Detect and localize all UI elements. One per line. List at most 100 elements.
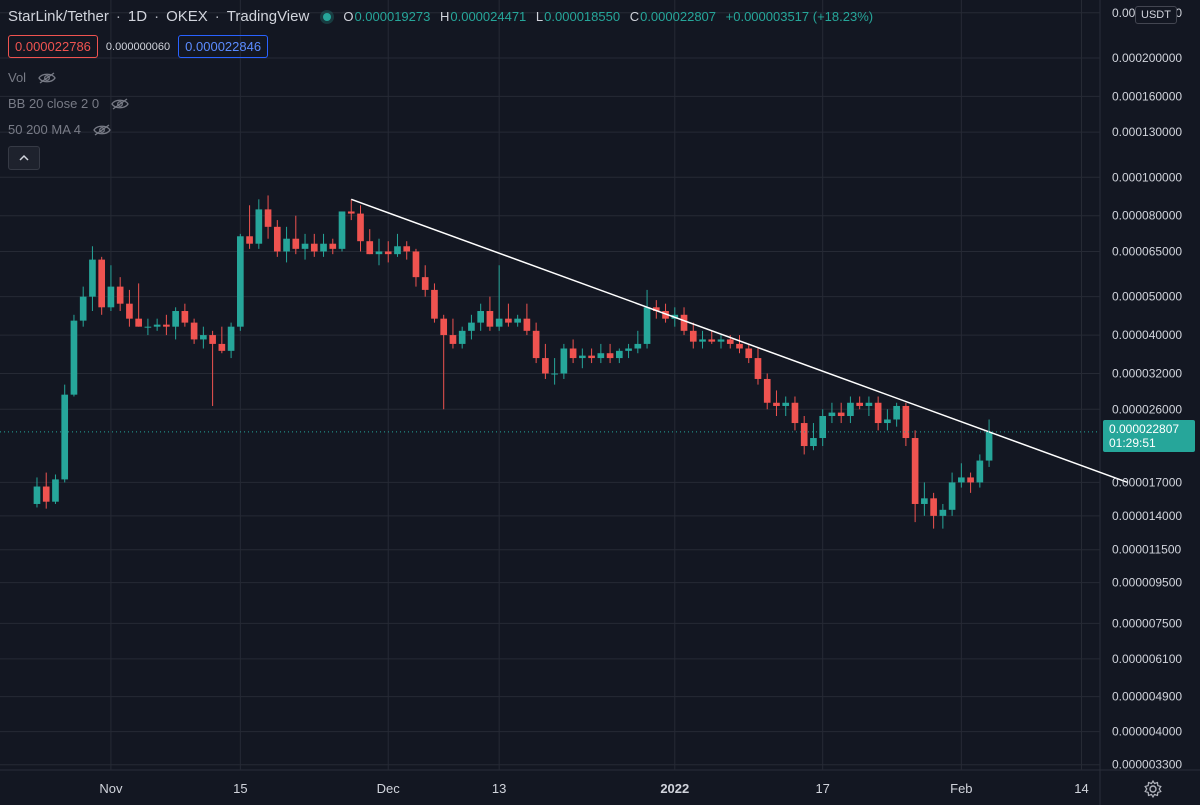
candle xyxy=(643,289,651,349)
candle xyxy=(689,322,697,349)
collapse-legend-button[interactable] xyxy=(8,146,40,170)
candle xyxy=(126,289,133,327)
candle-body xyxy=(967,477,974,483)
candle-body xyxy=(33,486,41,504)
candle-body xyxy=(495,318,503,327)
candle xyxy=(958,463,965,488)
candle-body xyxy=(847,402,854,417)
candle-body xyxy=(985,431,993,461)
candle xyxy=(542,343,549,379)
candle xyxy=(597,343,605,364)
candle-body xyxy=(449,335,457,344)
candle-body xyxy=(699,339,706,342)
buy-price-button[interactable]: 0.000022846 xyxy=(178,35,269,58)
time-tick-label: Feb xyxy=(950,781,972,796)
candle xyxy=(865,396,873,417)
time-tick-label: 15 xyxy=(233,781,247,796)
candle xyxy=(153,318,161,331)
candle-body xyxy=(865,402,873,406)
candle xyxy=(884,409,891,431)
candle xyxy=(292,215,300,255)
candle xyxy=(163,314,170,336)
eye-crossed-icon[interactable] xyxy=(93,123,111,136)
candle xyxy=(403,241,411,260)
symbol-name[interactable]: StarLink/Tether xyxy=(8,8,109,25)
indicator-ma[interactable]: 50 200 MA 4 xyxy=(8,122,111,137)
market-status-icon[interactable] xyxy=(323,12,332,21)
candle xyxy=(329,238,337,255)
candle-body xyxy=(431,289,438,319)
candle xyxy=(98,256,106,315)
indicator-vol[interactable]: Vol xyxy=(8,70,56,85)
candle xyxy=(246,205,253,249)
sell-price-button[interactable]: 0.000022786 xyxy=(8,35,98,58)
candle xyxy=(320,233,327,257)
last-price-label: 0.000022807 01:29:51 xyxy=(1103,420,1195,452)
currency-label[interactable]: USDT xyxy=(1135,6,1177,24)
candle-body xyxy=(357,213,364,242)
time-tick-label: Dec xyxy=(377,781,401,796)
indicator-label: Vol xyxy=(8,70,27,85)
candle-body xyxy=(458,330,466,344)
candle xyxy=(893,402,900,427)
candle-body xyxy=(532,330,540,359)
candle xyxy=(412,248,420,287)
candle xyxy=(579,348,586,369)
candle-body xyxy=(329,243,337,249)
candle xyxy=(837,402,845,424)
candle xyxy=(699,330,706,349)
candle-body xyxy=(477,311,484,323)
candle xyxy=(763,373,771,410)
bar-countdown: 01:29:51 xyxy=(1109,436,1156,450)
title-separator: · xyxy=(214,8,220,25)
candle xyxy=(52,474,59,504)
candle-body xyxy=(440,318,448,336)
candle xyxy=(218,326,226,354)
low-value: 0.000018550 xyxy=(544,9,621,24)
indicator-bb[interactable]: BB 20 close 2 0 xyxy=(8,96,129,111)
candle-body xyxy=(717,339,725,342)
candle xyxy=(569,339,577,364)
gear-icon[interactable] xyxy=(1143,779,1163,799)
candle xyxy=(985,419,993,467)
candle xyxy=(800,416,808,455)
eye-crossed-icon[interactable] xyxy=(38,71,56,84)
candle xyxy=(930,492,937,529)
candle xyxy=(791,396,799,431)
candle xyxy=(431,283,438,323)
candle xyxy=(190,318,198,344)
candle xyxy=(61,384,69,483)
price-tick-label: 0.000007500 xyxy=(1112,616,1182,630)
candle xyxy=(976,454,984,488)
eye-crossed-icon[interactable] xyxy=(111,97,129,110)
candle-body xyxy=(52,479,59,502)
candle xyxy=(366,229,374,255)
candle xyxy=(440,314,448,410)
candle-body xyxy=(828,412,836,417)
price-tick-label: 0.000040000 xyxy=(1112,328,1182,342)
candle-body xyxy=(421,277,429,290)
candle xyxy=(856,396,863,410)
price-tick-label: 0.000004000 xyxy=(1112,725,1182,739)
candle-body xyxy=(662,311,669,319)
candle xyxy=(70,314,78,397)
price-tick-label: 0.000160000 xyxy=(1112,89,1182,103)
candle xyxy=(394,233,401,257)
interval-label[interactable]: 1D xyxy=(127,8,148,25)
change-value: +0.000003517 (+18.23%) xyxy=(725,9,874,24)
high-value: 0.000024471 xyxy=(450,9,527,24)
price-tick-label: 0.000100000 xyxy=(1112,170,1182,184)
candle-body xyxy=(652,307,660,312)
candle-body xyxy=(98,259,106,308)
candle xyxy=(375,238,383,266)
candle xyxy=(819,409,827,447)
candle xyxy=(33,477,41,508)
candle xyxy=(79,286,87,327)
candle-body xyxy=(375,251,383,255)
candle xyxy=(588,348,595,364)
candle-body xyxy=(560,348,568,374)
price-tick-label: 0.000130000 xyxy=(1112,125,1182,139)
